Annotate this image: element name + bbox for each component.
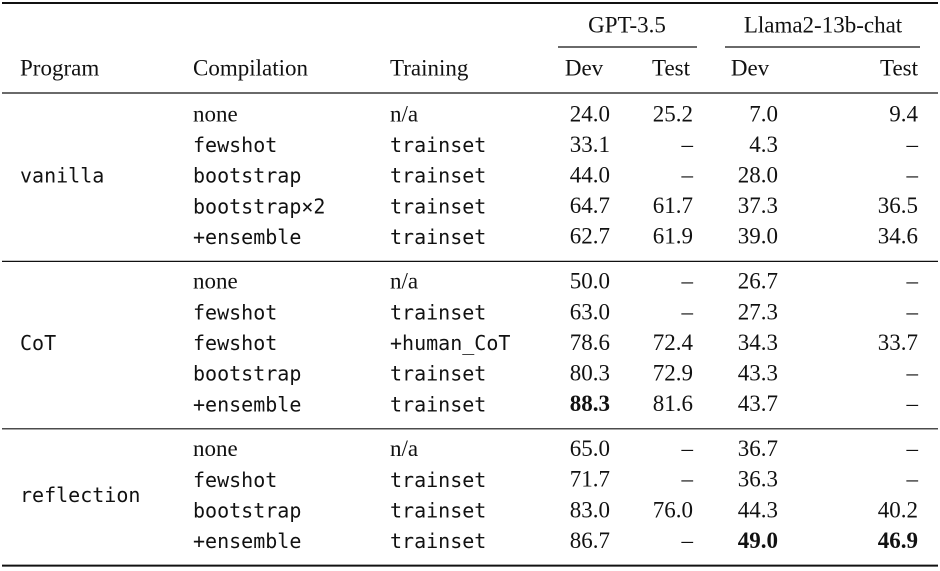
score-cell: 36.7 xyxy=(738,436,778,461)
score-cell: – xyxy=(906,391,919,416)
score-cell: – xyxy=(906,269,919,294)
method-cell: fewshot xyxy=(193,133,277,157)
method-cell: trainset xyxy=(390,392,486,416)
method-cell: n/a xyxy=(390,101,418,126)
score-cell: 33.1 xyxy=(570,132,610,157)
group-header: GPT-3.5 xyxy=(588,12,666,37)
method-cell: n/a xyxy=(390,436,418,461)
column-header: Test xyxy=(880,55,919,80)
method-cell: none xyxy=(193,436,238,461)
method-cell: none xyxy=(193,269,238,294)
column-header: Compilation xyxy=(193,55,309,80)
score-cell: 36.5 xyxy=(878,193,918,218)
column-header: Test xyxy=(652,55,691,80)
score-cell: 25.2 xyxy=(653,101,693,126)
score-cell: 33.7 xyxy=(878,330,918,355)
program-name: CoT xyxy=(20,331,56,355)
score-cell: 61.7 xyxy=(653,193,693,218)
score-cell: 7.0 xyxy=(749,101,778,126)
score-cell: – xyxy=(906,132,919,157)
method-cell: n/a xyxy=(390,269,418,294)
score-cell: – xyxy=(681,528,694,553)
score-cell: 49.0 xyxy=(738,528,778,553)
score-cell: – xyxy=(681,162,694,187)
score-cell: 81.6 xyxy=(653,391,693,416)
score-cell: 72.9 xyxy=(653,360,693,385)
score-cell: – xyxy=(681,269,694,294)
column-header: Dev xyxy=(731,55,770,80)
score-cell: 26.7 xyxy=(738,269,778,294)
score-cell: 4.3 xyxy=(749,132,778,157)
score-cell: 64.7 xyxy=(570,193,610,218)
score-cell: 27.3 xyxy=(738,299,778,324)
method-cell: trainset xyxy=(390,499,486,523)
score-cell: – xyxy=(906,467,919,492)
method-cell: none xyxy=(193,101,238,126)
score-cell: 63.0 xyxy=(570,299,610,324)
score-cell: 28.0 xyxy=(738,162,778,187)
method-cell: bootstrap×2 xyxy=(193,194,325,218)
score-cell: – xyxy=(681,467,694,492)
score-cell: 37.3 xyxy=(738,193,778,218)
method-cell: +human_CoT xyxy=(390,331,510,355)
column-header: Program xyxy=(20,55,99,80)
method-cell: +ensemble xyxy=(193,392,301,416)
score-cell: 9.4 xyxy=(889,101,918,126)
score-cell: 61.9 xyxy=(653,224,693,249)
score-cell: 80.3 xyxy=(570,360,610,385)
score-cell: 43.3 xyxy=(738,360,778,385)
score-cell: – xyxy=(681,299,694,324)
method-cell: fewshot xyxy=(193,468,277,492)
method-cell: bootstrap xyxy=(193,164,301,188)
method-cell: trainset xyxy=(390,301,486,325)
score-cell: 43.7 xyxy=(738,391,778,416)
method-cell: trainset xyxy=(390,468,486,492)
score-cell: 36.3 xyxy=(738,467,778,492)
score-cell: – xyxy=(681,436,694,461)
method-cell: bootstrap xyxy=(193,499,301,523)
score-cell: 40.2 xyxy=(878,497,918,522)
method-cell: trainset xyxy=(390,164,486,188)
score-cell: 34.6 xyxy=(878,224,918,249)
method-cell: trainset xyxy=(390,194,486,218)
score-cell: 46.9 xyxy=(878,528,918,553)
method-cell: fewshot xyxy=(193,301,277,325)
score-cell: 86.7 xyxy=(570,528,610,553)
score-cell: 72.4 xyxy=(653,330,694,355)
score-cell: – xyxy=(906,360,919,385)
score-cell: 39.0 xyxy=(738,224,778,249)
column-header: Training xyxy=(390,55,469,80)
method-cell: trainset xyxy=(390,362,486,386)
score-cell: 24.0 xyxy=(570,101,610,126)
program-name: reflection xyxy=(20,483,140,507)
method-cell: trainset xyxy=(390,529,486,553)
score-cell: 76.0 xyxy=(653,497,693,522)
score-cell: 65.0 xyxy=(570,436,610,461)
column-header: Dev xyxy=(565,55,604,80)
score-cell: 88.3 xyxy=(570,391,610,416)
method-cell: bootstrap xyxy=(193,362,301,386)
group-header: Llama2-13b-chat xyxy=(744,12,903,37)
score-cell: 62.7 xyxy=(570,224,610,249)
score-cell: 83.0 xyxy=(570,497,610,522)
score-cell: – xyxy=(906,162,919,187)
score-cell: 34.3 xyxy=(738,330,778,355)
score-cell: 71.7 xyxy=(570,467,610,492)
score-cell: – xyxy=(906,299,919,324)
method-cell: trainset xyxy=(390,225,486,249)
method-cell: +ensemble xyxy=(193,225,301,249)
method-cell: trainset xyxy=(390,133,486,157)
score-cell: 78.6 xyxy=(570,330,610,355)
score-cell: 44.3 xyxy=(738,497,778,522)
score-cell: – xyxy=(681,132,694,157)
method-cell: fewshot xyxy=(193,331,277,355)
score-cell: 50.0 xyxy=(570,269,610,294)
score-cell: 44.0 xyxy=(570,162,610,187)
method-cell: +ensemble xyxy=(193,529,301,553)
program-name: vanilla xyxy=(20,164,104,188)
score-cell: – xyxy=(906,436,919,461)
